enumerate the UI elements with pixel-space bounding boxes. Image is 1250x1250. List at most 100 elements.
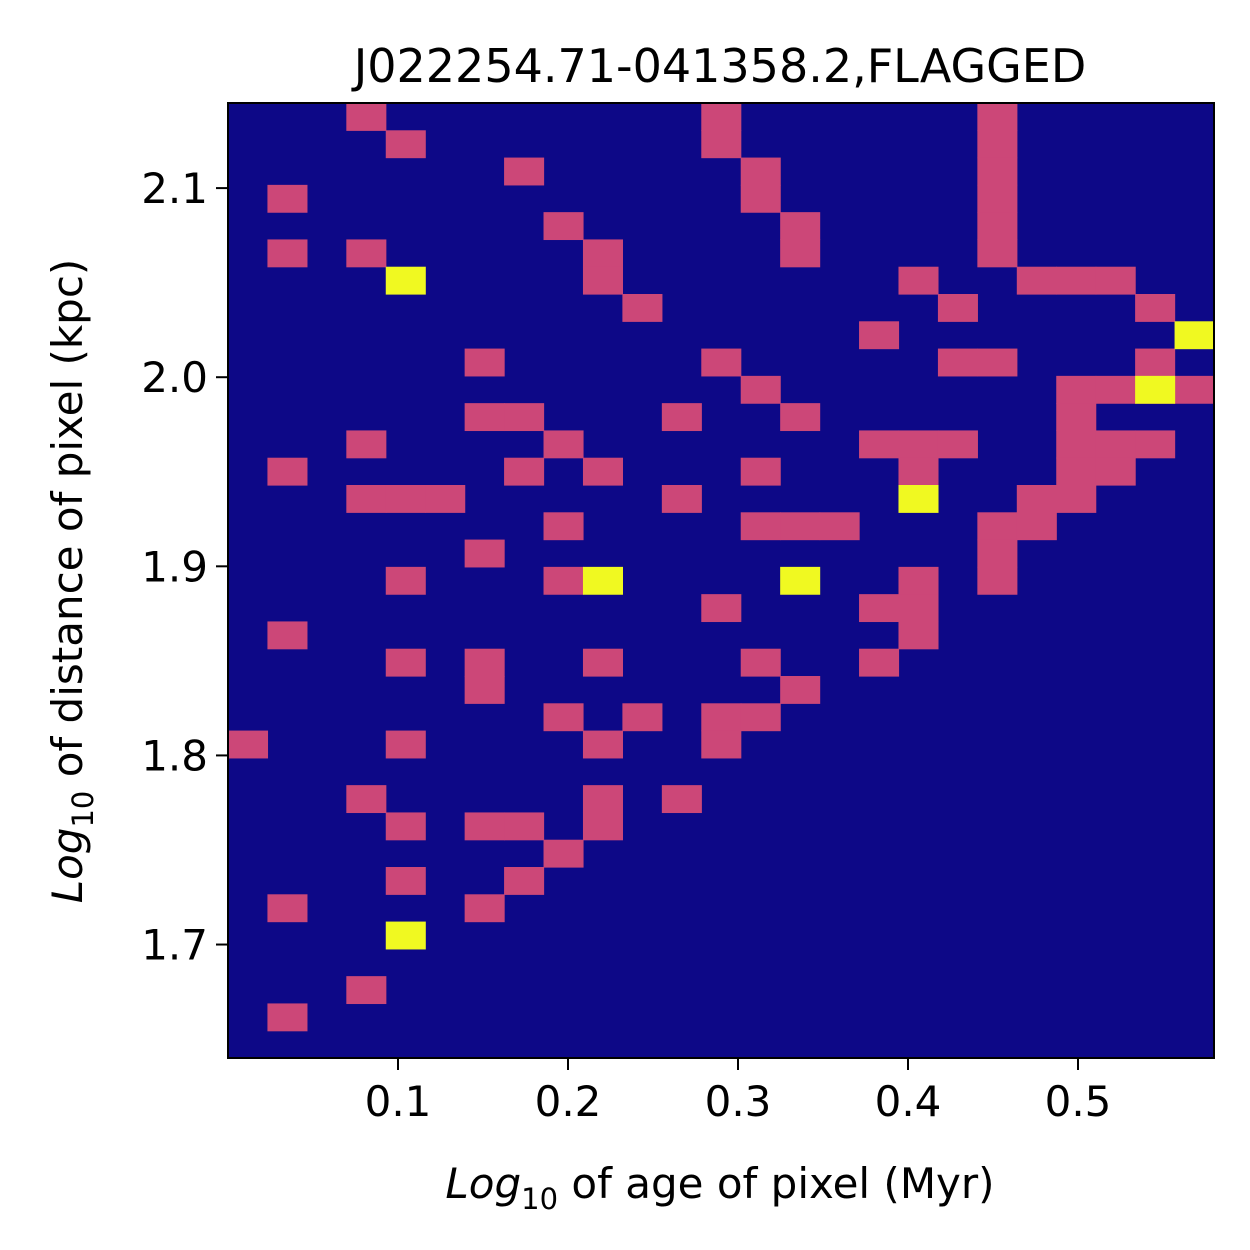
heatmap-cell [977, 184, 1018, 213]
heatmap-cell [267, 894, 308, 923]
y-axis-label: Log10 of distance of pixel (kpc) [43, 259, 100, 904]
heatmap-cell [977, 212, 1018, 241]
heatmap-cell [543, 839, 584, 868]
heatmap-cell [977, 348, 1018, 377]
heatmap-cell [346, 103, 387, 131]
heatmap-cell [701, 703, 742, 732]
heatmap-cell [267, 184, 308, 213]
heatmap-cell [819, 512, 860, 541]
heatmap-cell [740, 375, 781, 404]
heatmap-cell [937, 348, 978, 377]
y-axis-ticks: 1.7 1.8 1.9 2.0 2.1 [141, 164, 228, 970]
heatmap-cell-high [385, 921, 426, 950]
x-axis-label: Log10 of age of pixel (Myr) [445, 1159, 994, 1216]
heatmap-cell [977, 130, 1018, 159]
heatmap-cell [740, 648, 781, 677]
heatmap-cell [1056, 457, 1097, 486]
heatmap-cell [543, 430, 584, 459]
heatmap-cell [661, 485, 702, 513]
plot-frame [227, 102, 1215, 1059]
heatmap-cell [977, 103, 1018, 131]
heatmap-cell [582, 730, 623, 759]
heatmap-cell [1135, 430, 1176, 459]
heatmap-cell [622, 703, 663, 732]
heatmap-cell [780, 403, 821, 432]
x-tick-label: 0.2 [535, 1077, 602, 1126]
heatmap-cell [977, 512, 1018, 541]
heatmap-cell [701, 348, 742, 377]
heatmap-cell-high [898, 485, 939, 513]
heatmap-cell [701, 594, 742, 623]
heatmap-cell [1174, 375, 1215, 404]
heatmap-cell [740, 703, 781, 732]
heatmap-cell [740, 512, 781, 541]
heatmap-cell [346, 976, 387, 1005]
heatmap-cell [504, 157, 545, 186]
heatmap-cell [1056, 403, 1097, 432]
heatmap-cell [267, 621, 308, 650]
heatmap-cell-high [385, 266, 426, 295]
heatmap-cell [740, 157, 781, 186]
heatmap-cell [1016, 512, 1057, 541]
heatmap-cell [464, 539, 505, 568]
x-tick-label: 0.5 [1045, 1077, 1112, 1126]
heatmap-cell [898, 566, 939, 595]
heatmap-cell [622, 294, 663, 322]
heatmap-cell [1095, 375, 1136, 404]
heatmap-cell [543, 703, 584, 732]
heatmap-cell [385, 730, 426, 759]
heatmap-cell [898, 266, 939, 295]
heatmap-cell [464, 894, 505, 923]
y-tick-label: 1.7 [141, 921, 208, 970]
heatmap-cell [385, 648, 426, 677]
heatmap-cell [1056, 375, 1097, 404]
heatmap-cell [740, 457, 781, 486]
heatmap-cell [504, 403, 545, 432]
heatmap-cell [937, 430, 978, 459]
y-tick-label: 1.9 [141, 542, 208, 591]
heatmap-cell [1056, 485, 1097, 513]
chart-title: J022254.71-041358.2,FLAGGED [351, 39, 1087, 93]
heatmap-cell [267, 239, 308, 268]
heatmap-cell [898, 594, 939, 623]
heatmap-cell [504, 867, 545, 895]
heatmap-cell [464, 348, 505, 377]
y-tick-label: 2.1 [141, 164, 208, 213]
heatmap-cell [346, 430, 387, 459]
heatmap-cell [701, 103, 742, 131]
heatmap-cell-high [1135, 375, 1176, 404]
heatmap-cell [780, 512, 821, 541]
heatmap-cell [977, 539, 1018, 568]
heatmap-cell [701, 130, 742, 159]
heatmap-cell [1135, 348, 1176, 377]
heatmap-cell [543, 566, 584, 595]
heatmap-cell [385, 130, 426, 159]
heatmap-cell [937, 294, 978, 322]
heatmap-cell [267, 1003, 308, 1032]
y-tick-label: 2.0 [141, 353, 208, 402]
heatmap-cell [1095, 457, 1136, 486]
heatmap-cell [464, 812, 505, 841]
heatmap-cell [346, 785, 387, 814]
heatmap-cell [859, 430, 900, 459]
heatmap-cell [1095, 266, 1136, 295]
heatmap-cell [977, 239, 1018, 268]
heatmap-cell [385, 867, 426, 895]
heatmap-cell [740, 184, 781, 213]
heatmap-cell [1056, 430, 1097, 459]
heatmap-cell [898, 457, 939, 486]
heatmap-cell [582, 812, 623, 841]
heatmap-cell [464, 648, 505, 677]
heatmap-cell [661, 403, 702, 432]
heatmap-cell [385, 812, 426, 841]
heatmap-cell [780, 239, 821, 268]
x-axis-ticks: 0.1 0.2 0.3 0.4 0.5 [365, 1058, 1112, 1126]
heatmap-cell [464, 676, 505, 704]
x-tick-label: 0.3 [705, 1077, 772, 1126]
heatmap-cell [1095, 430, 1136, 459]
heatmap-cell [228, 730, 269, 759]
heatmap-cell [385, 566, 426, 595]
x-tick-label: 0.4 [875, 1077, 942, 1126]
heatmap-cell [582, 266, 623, 295]
